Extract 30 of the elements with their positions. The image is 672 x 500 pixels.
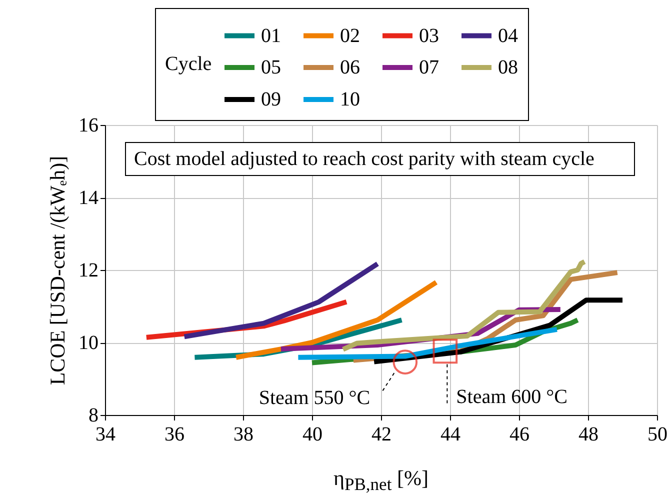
x-tick-label: 38: [234, 424, 254, 446]
y-axis-title: LCOE [USD-cent /(kWₑh)]: [46, 156, 70, 386]
y-tick-label: 14: [78, 187, 98, 209]
x-tick-label: 44: [440, 424, 460, 446]
legend-label: 09: [261, 88, 281, 110]
x-tick-label: 40: [302, 424, 322, 446]
y-tick-label: 10: [78, 332, 98, 354]
x-tick-label: 36: [164, 424, 184, 446]
legend-label: 08: [498, 56, 518, 78]
y-tick-label: 12: [78, 260, 98, 282]
x-tick-label: 50: [648, 424, 668, 446]
x-tick-label: 34: [96, 424, 116, 446]
legend-title: Cycle: [165, 53, 212, 75]
legend-label: 03: [419, 24, 439, 47]
x-tick-label: 42: [372, 424, 392, 446]
legend-label: 02: [340, 24, 360, 47]
legend-label: 06: [340, 56, 360, 78]
y-tick-label: 16: [78, 114, 98, 136]
legend-label: 05: [261, 56, 281, 78]
annotation: Steam 550 °C: [258, 387, 370, 410]
annotation: Cost model adjusted to reach cost parity with steam cycle: [125, 142, 635, 176]
x-tick-label: 46: [510, 424, 530, 446]
x-axis-title: η$_{PB,net}$ [%]: [332, 466, 430, 496]
legend-label: 01: [261, 24, 281, 47]
legend-label: 04: [498, 24, 518, 47]
x-tick-label: 48: [578, 424, 598, 446]
legend-label: 10: [340, 88, 360, 110]
annotation: Steam 600 °C: [456, 386, 568, 408]
legend-label: 07: [419, 56, 439, 78]
y-tick-label: 8: [88, 404, 98, 426]
